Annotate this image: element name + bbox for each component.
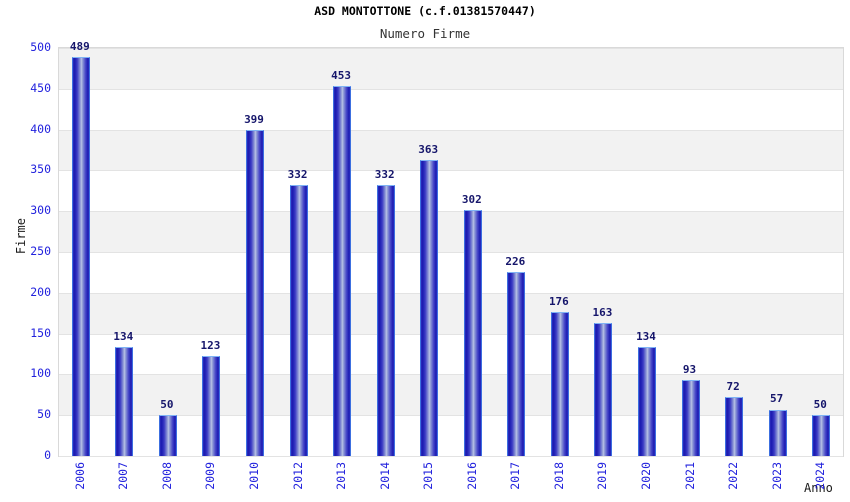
y-axis-tick-label: 0 [44, 448, 51, 462]
bar-value-label: 134 [636, 329, 656, 343]
x-axis-tick-label: 2009 [203, 462, 218, 490]
bar-value-label: 399 [244, 113, 264, 127]
bar[interactable] [158, 415, 177, 456]
x-axis-tick-label: 2022 [726, 462, 741, 490]
bar[interactable] [115, 346, 134, 456]
plot-band [59, 129, 843, 171]
x-axis-tick-label: 2017 [508, 462, 523, 490]
bar-value-label: 453 [331, 69, 352, 83]
bar-value-label: 123 [200, 338, 221, 352]
x-axis-tick-label: 2012 [290, 462, 305, 490]
gridline [59, 456, 843, 457]
x-axis-tick-label: 2024 [813, 462, 828, 490]
gridline [59, 170, 843, 171]
bar[interactable] [246, 130, 264, 456]
gridline [59, 252, 843, 253]
x-axis-tick-label: 2010 [247, 462, 261, 490]
y-axis-tick-label: 350 [30, 162, 51, 177]
x-axis-tick-label: 2023 [769, 462, 784, 490]
x-axis-tick-label: 2006 [72, 462, 87, 490]
bar-value-label: 226 [505, 254, 526, 268]
gridline [59, 293, 843, 294]
bar-value-label: 176 [548, 295, 569, 309]
bar[interactable] [638, 346, 656, 456]
gridline [59, 89, 843, 90]
y-axis-tick-label: 400 [30, 121, 51, 136]
chart-subtitle: Numero Firme [379, 26, 471, 41]
bar-value-label: 72 [726, 380, 740, 394]
gridline [59, 334, 843, 335]
bar-value-label: 163 [592, 305, 613, 319]
y-axis-tick-label: 450 [30, 80, 51, 95]
y-axis-tick-label: 250 [30, 244, 51, 258]
x-axis-tick-label: 2008 [159, 462, 174, 490]
bar[interactable] [420, 159, 439, 456]
bar[interactable] [594, 323, 613, 456]
gridline [59, 415, 843, 416]
y-axis-tick-label: 300 [30, 203, 51, 218]
bar-value-label: 50 [160, 398, 174, 412]
bar-value-label: 489 [69, 39, 90, 53]
chart-title: ASD MONTOTTONE (c.f.01381570447) [314, 4, 536, 18]
plot-band [59, 292, 843, 334]
x-axis-tick-label: 2014 [377, 462, 392, 490]
gridline [59, 48, 843, 49]
x-axis-tick-label: 2015 [421, 462, 436, 490]
bar-value-label: 332 [287, 168, 308, 182]
bar-value-label: 134 [113, 329, 134, 343]
x-axis-tick-label: 2021 [682, 462, 697, 490]
y-axis-tick-label: 50 [37, 407, 51, 422]
bar-value-label: 93 [682, 363, 697, 377]
gridline [59, 130, 843, 131]
plot-area [58, 47, 844, 457]
bar[interactable] [333, 86, 352, 456]
plot-band [59, 211, 843, 252]
y-axis-tick-label: 100 [30, 366, 51, 381]
bar-value-label: 57 [770, 392, 784, 406]
x-axis-title: Anno [804, 481, 833, 495]
x-axis-tick-label: 2019 [595, 462, 610, 490]
plot-band [59, 374, 843, 416]
y-axis-tick-label: 200 [30, 284, 51, 299]
x-axis-tick-label: 2020 [639, 462, 653, 490]
bar-value-label: 50 [813, 398, 827, 412]
bar[interactable] [202, 355, 221, 456]
bar-value-label: 332 [374, 168, 395, 182]
bar[interactable] [812, 415, 831, 456]
x-axis-tick-label: 2016 [464, 462, 479, 490]
x-axis-tick-label: 2013 [334, 462, 349, 490]
bar[interactable] [681, 380, 700, 456]
bar[interactable] [550, 312, 569, 456]
x-axis-tick-label: 2007 [116, 462, 131, 490]
bar[interactable] [71, 56, 90, 456]
bar[interactable] [289, 185, 308, 456]
bar[interactable] [768, 409, 787, 456]
plot-band [59, 48, 843, 89]
y-axis-tick-label: 150 [30, 325, 51, 340]
bar[interactable] [725, 397, 744, 456]
bar[interactable] [376, 185, 395, 456]
bar[interactable] [507, 271, 526, 456]
gridline [59, 374, 843, 375]
y-axis-tick-label: 500 [30, 40, 51, 54]
x-axis-tick-label: 2018 [551, 462, 566, 490]
bar-value-label: 363 [418, 142, 439, 156]
bar[interactable] [463, 209, 482, 456]
bar-value-label: 302 [461, 192, 482, 206]
gridline [59, 211, 843, 212]
